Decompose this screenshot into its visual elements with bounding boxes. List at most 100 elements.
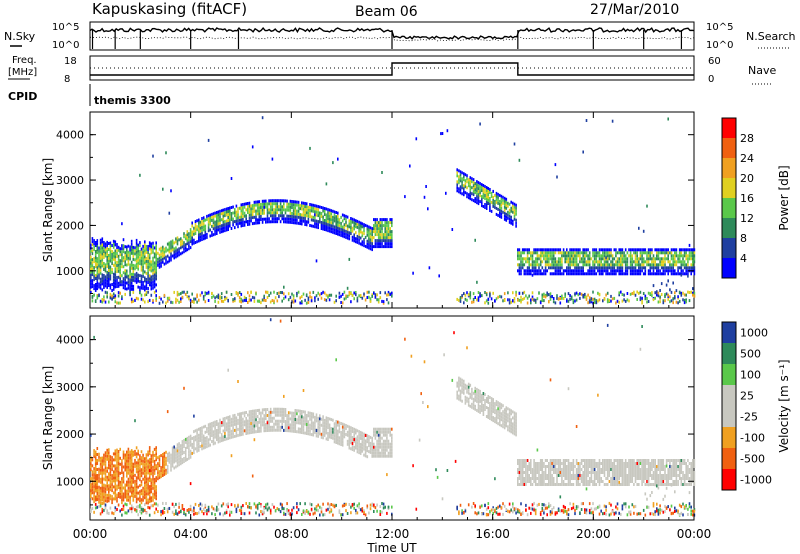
velocity-cell	[98, 485, 100, 489]
power-cell	[142, 262, 144, 266]
power-cell	[634, 269, 637, 273]
velocity-cell	[176, 464, 179, 468]
power-cell	[382, 233, 385, 237]
power-cell	[662, 248, 665, 252]
power-cell	[93, 260, 95, 264]
velocity-cell	[305, 429, 308, 432]
velocity-cell	[160, 510, 162, 514]
velocity-cell	[112, 485, 115, 489]
power-cell	[508, 214, 511, 218]
power-cell	[314, 213, 316, 217]
power-cell	[148, 256, 151, 260]
power-cell	[631, 292, 634, 295]
power-cell	[377, 245, 380, 249]
velocity-cell	[225, 437, 228, 441]
velocity-cell	[178, 510, 180, 514]
velocity-cell	[304, 422, 306, 426]
power-cell	[595, 272, 598, 276]
velocity-cell	[291, 426, 293, 430]
velocity-cell	[130, 494, 133, 498]
power-cell	[191, 242, 193, 246]
velocity-cell	[263, 408, 265, 412]
power-cell	[147, 251, 149, 254]
power-cell	[638, 248, 640, 252]
power-cell	[572, 260, 575, 264]
power-cell	[389, 236, 391, 240]
power-cell	[626, 292, 629, 295]
power-cell	[152, 265, 154, 269]
power-cell	[345, 223, 347, 227]
power-cell	[577, 263, 580, 267]
power-cell	[649, 254, 652, 258]
velocity-cell	[194, 438, 197, 442]
power-cell	[202, 225, 205, 229]
velocity-cell	[111, 474, 113, 478]
power-cell	[574, 254, 576, 258]
power-cell	[484, 301, 486, 305]
power-cell	[335, 223, 337, 226]
power-cell	[194, 229, 197, 232]
power-cell	[94, 274, 97, 277]
velocity-cell	[287, 417, 290, 421]
power-cell	[670, 251, 673, 255]
velocity-cell	[98, 497, 100, 501]
power-cell	[150, 287, 153, 291]
velocity-cell	[94, 495, 97, 499]
velocity-cell	[260, 504, 262, 508]
power-cell	[539, 251, 542, 255]
power-cell	[323, 219, 326, 222]
power-cell	[206, 235, 208, 239]
power-cell	[587, 254, 589, 258]
power-cell	[202, 234, 205, 238]
power-cell	[130, 275, 133, 279]
velocity-cell	[268, 410, 270, 414]
power-cell	[533, 298, 535, 302]
power-cell	[368, 246, 370, 250]
power-cell	[163, 262, 166, 266]
power-cell	[371, 227, 373, 231]
velocity-cell	[255, 409, 257, 413]
power-cell	[528, 260, 530, 264]
power-cell	[606, 251, 609, 255]
power-cell	[538, 269, 540, 273]
power-cell	[152, 256, 154, 260]
power-cell	[644, 269, 647, 273]
velocity-cell	[263, 511, 265, 515]
power-cell	[91, 299, 94, 303]
velocity-cell	[127, 468, 130, 472]
velocity-cell	[274, 419, 277, 423]
power-cell	[168, 241, 171, 245]
power-cell	[338, 221, 341, 225]
velocity-cell	[283, 410, 285, 414]
power-cell	[549, 292, 552, 296]
power-cell	[528, 251, 530, 255]
power-cell	[135, 262, 138, 266]
power-cell	[130, 287, 133, 291]
power-cell	[503, 299, 506, 302]
velocity-cell	[145, 511, 148, 515]
power-cell	[585, 254, 588, 258]
power-cell	[332, 227, 334, 231]
velocity-cell	[325, 428, 328, 432]
power-cell	[574, 272, 576, 276]
power-cell	[238, 296, 241, 300]
velocity-cell	[127, 471, 130, 475]
power-cell	[116, 276, 118, 279]
power-cell	[356, 240, 359, 244]
power-cell	[234, 220, 236, 224]
power-cell	[510, 300, 512, 304]
power-cell	[490, 297, 493, 301]
power-cell	[566, 266, 568, 270]
power-cell	[337, 211, 339, 215]
power-cell	[647, 257, 650, 261]
velocity-cell	[225, 428, 228, 432]
power-cell	[534, 260, 537, 264]
velocity-cell	[101, 459, 104, 463]
power-cell	[464, 185, 467, 189]
power-cell	[361, 231, 364, 235]
velocity-cell	[176, 455, 179, 459]
power-cell	[155, 283, 157, 287]
power-cell	[510, 206, 512, 210]
power-cell	[322, 224, 324, 228]
power-cell	[294, 215, 297, 219]
